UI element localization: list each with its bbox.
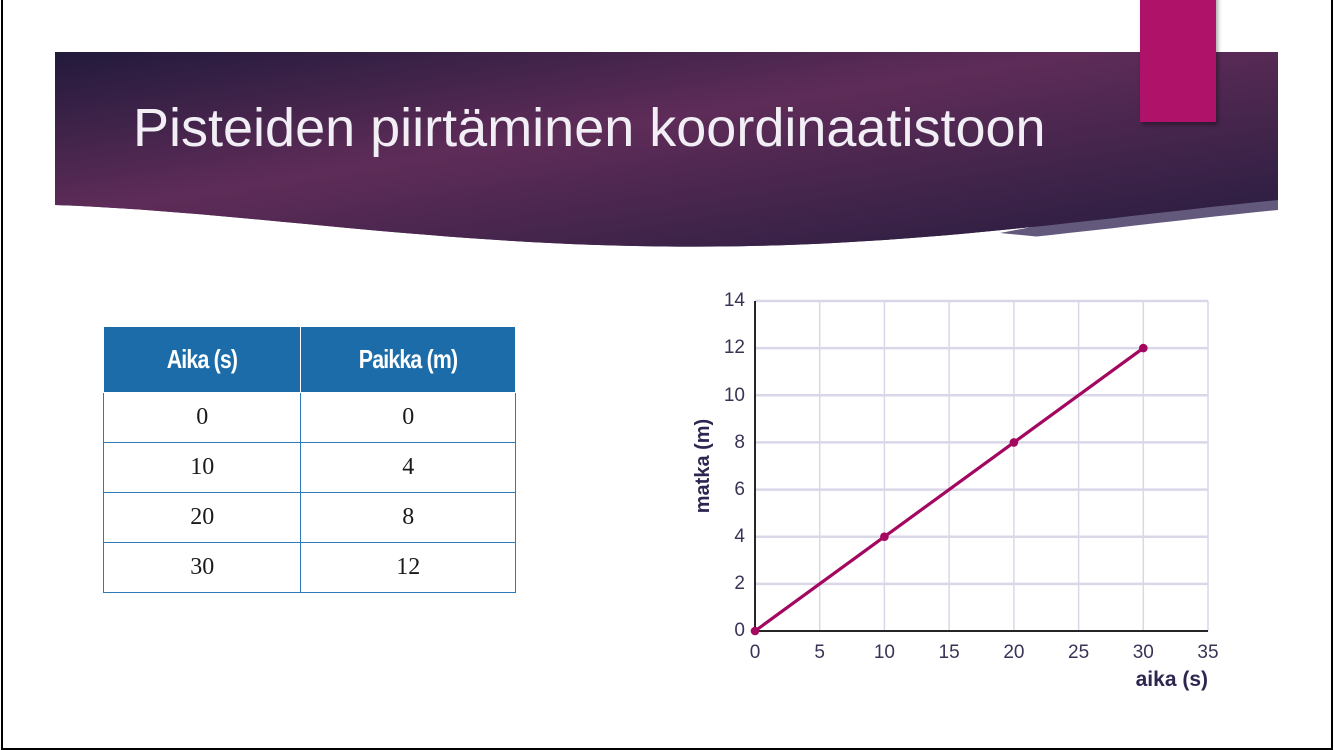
svg-text:12: 12 (724, 337, 745, 358)
svg-text:10: 10 (874, 642, 895, 663)
svg-text:0: 0 (750, 642, 761, 663)
svg-text:35: 35 (1197, 642, 1218, 663)
svg-text:20: 20 (1003, 642, 1024, 663)
svg-text:6: 6 (734, 479, 745, 500)
svg-text:8: 8 (734, 432, 745, 453)
svg-text:5: 5 (814, 642, 825, 663)
svg-text:matka (m): matka (m) (692, 419, 714, 513)
svg-text:4: 4 (734, 526, 745, 547)
svg-text:25: 25 (1068, 642, 1089, 663)
svg-text:10: 10 (724, 385, 745, 406)
svg-text:aika (s): aika (s) (1136, 668, 1208, 691)
svg-text:14: 14 (724, 290, 746, 311)
svg-text:0: 0 (734, 620, 745, 641)
svg-text:15: 15 (939, 642, 960, 663)
svg-text:2: 2 (734, 573, 745, 594)
svg-text:30: 30 (1133, 642, 1154, 663)
